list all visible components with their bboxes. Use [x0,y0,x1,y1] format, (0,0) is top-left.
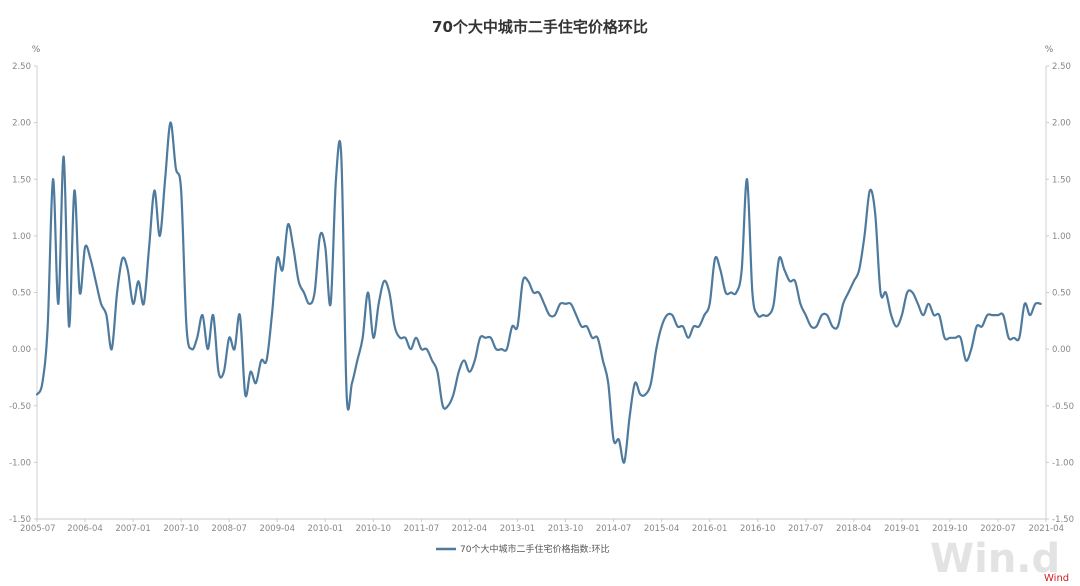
y-tick-right-6: -0.50 [1052,402,1074,412]
right-axis-unit: % [1045,45,1054,55]
x-tick-2: 2007-01 [115,524,151,534]
y-tick-right-8: -1.50 [1052,515,1074,525]
series-layer [35,121,1042,464]
x-tick-13: 2015-04 [644,524,680,534]
y-tick-right-4: 0.50 [1052,289,1071,299]
y-tick-left-6: -0.50 [9,402,31,412]
y-tick-right-3: 1.00 [1052,232,1071,242]
y-tick-left-5: 0.00 [12,345,31,355]
series-line-0 [35,121,1042,464]
y-tick-right-1: 2.00 [1052,119,1071,129]
x-tick-15: 2016-10 [740,524,776,534]
y-tick-left-8: -1.50 [9,515,31,525]
x-tick-3: 2007-10 [163,524,199,534]
x-axis-ticks: 2005-07 2006-04 2007-01 2007-10 2008-07 2009-… [20,519,1064,534]
y-tick-left-1: 2.00 [12,119,31,129]
right-axis-ticks: 2.50 2.00 1.50 1.00 0.50 0.00 -0.50 -1.00 -1.50 [1046,62,1074,525]
y-tick-right-5: 0.00 [1052,345,1071,355]
y-tick-right-0: 2.50 [1052,62,1071,72]
x-tick-19: 2019-10 [932,524,968,534]
x-tick-6: 2010-01 [308,524,344,534]
x-tick-18: 2019-01 [884,524,920,534]
x-tick-0: 2005-07 [20,524,56,534]
source-label: Wind [1044,573,1069,584]
y-tick-right-7: -1.00 [1052,458,1074,468]
y-tick-left-7: -1.00 [9,458,31,468]
legend: 70个大中城市二手住宅价格指数:环比 [436,543,610,555]
y-tick-right-2: 1.50 [1052,175,1071,185]
y-tick-left-4: 0.50 [12,289,31,299]
x-tick-14: 2016-01 [692,524,728,534]
legend-label: 70个大中城市二手住宅价格指数:环比 [460,543,610,555]
x-tick-20: 2020-07 [980,524,1016,534]
x-tick-9: 2012-04 [452,524,488,534]
left-axis-ticks: 2.50 2.00 1.50 1.00 0.50 0.00 -0.50 -1.00 -1.50 [9,62,37,525]
x-tick-11: 2013-10 [548,524,584,534]
chart-title: 70个大中城市二手住宅价格环比 [432,18,648,36]
y-tick-left-0: 2.50 [12,62,31,72]
left-axis-unit: % [32,45,41,55]
y-tick-left-2: 1.50 [12,175,31,185]
x-tick-12: 2014-07 [596,524,632,534]
x-tick-21: 2021-04 [1028,524,1064,534]
x-tick-8: 2011-07 [404,524,440,534]
x-tick-4: 2008-07 [211,524,247,534]
watermark: Win.d [930,536,1060,582]
x-tick-17: 2018-04 [836,524,872,534]
x-tick-10: 2013-01 [500,524,536,534]
x-tick-7: 2010-10 [356,524,392,534]
x-tick-1: 2006-04 [67,524,103,534]
y-tick-left-3: 1.00 [12,232,31,242]
x-tick-5: 2009-04 [259,524,295,534]
x-tick-16: 2017-07 [788,524,824,534]
